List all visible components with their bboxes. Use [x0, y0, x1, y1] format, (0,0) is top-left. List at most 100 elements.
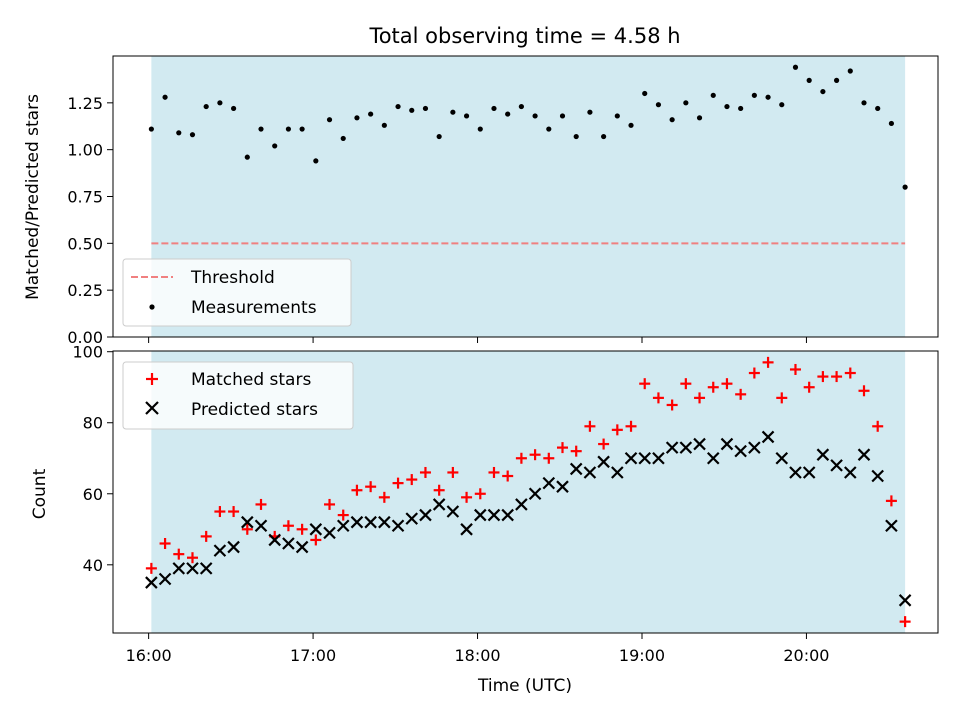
bottom-x-tick-label: 17:00 [290, 646, 336, 665]
measurement-point [820, 88, 826, 95]
bottom-panel: 40 60 80 100 16:00 17:00 18:00 19:00 20:00 Coun… [30, 343, 939, 696]
measurement-point [463, 113, 470, 119]
predicted-star-point [501, 508, 514, 522]
measurement-point [272, 143, 278, 149]
predicted-star-point [186, 562, 199, 575]
predicted-star-point [391, 519, 405, 533]
predicted-star-point [665, 441, 679, 454]
predicted-star-point [802, 466, 816, 479]
predicted-star-point [597, 455, 610, 469]
predicted-star-point [583, 466, 597, 479]
measurement-point [491, 105, 497, 112]
measurement-point [792, 64, 799, 70]
predicted-star-point [542, 476, 556, 490]
matched-star-point [447, 466, 459, 478]
predicted-star-point [816, 448, 830, 461]
measurements-legend-swatch [149, 304, 155, 310]
bottom-legend: Matched stars Predicted stars [122, 361, 354, 430]
matched-star-point [186, 552, 198, 564]
predicted-star-point [295, 540, 309, 554]
measurement-point [847, 68, 853, 74]
matched-star-point [488, 466, 500, 478]
matched-star-point [200, 530, 212, 542]
predicted-star-point [241, 515, 254, 529]
measurement-point [751, 92, 757, 98]
matched-star-point [324, 498, 336, 510]
measurement-point [176, 130, 182, 136]
predicted-star-point [432, 498, 446, 511]
predicted-star-point [638, 451, 652, 465]
matched-star-point [145, 562, 157, 574]
top-y-tick-label: 0.25 [67, 281, 103, 300]
predicted-star-point [761, 430, 775, 444]
predicted-star-point [720, 437, 734, 451]
matched-star-point [707, 381, 719, 393]
predicted-star-point [775, 451, 789, 465]
predicted-star-point [405, 512, 419, 525]
measurement-point [669, 117, 675, 123]
matched-star-point [885, 495, 897, 507]
matched-star-point [419, 466, 431, 478]
measurement-point [861, 100, 867, 106]
measurement-point [655, 102, 662, 108]
matched-star-point [515, 452, 527, 464]
measurement-point [902, 184, 908, 190]
measurement-point [450, 109, 456, 115]
bottom-x-axis-label: Time (UTC) [477, 676, 572, 696]
matched-star-point [817, 371, 829, 383]
top-y-axis: 0.00 0.25 0.50 0.75 1.00 1.25 [67, 94, 113, 347]
matched-legend-label: Matched stars [191, 370, 311, 390]
measurement-point [806, 77, 812, 83]
measurements-legend-label: Measurements [191, 298, 317, 318]
measurement-point [532, 113, 538, 119]
matched-star-point [255, 498, 267, 510]
measurement-point [422, 105, 429, 112]
predicted-star-point [528, 487, 542, 501]
threshold-legend-label: Threshold [190, 268, 275, 288]
predicted-star-point [227, 540, 240, 554]
measurement-point [395, 103, 401, 110]
predicted-star-point [624, 451, 638, 465]
bottom-x-tick-label: 18:00 [454, 646, 500, 665]
matched-star-point [502, 470, 514, 482]
predicted-star-point [323, 526, 336, 540]
measurement-point [628, 122, 634, 128]
top-measurement-points [148, 64, 908, 190]
measurement-point [833, 77, 840, 83]
matched-star-point [461, 491, 473, 503]
matched-star-point [214, 506, 226, 518]
measurement-point [875, 105, 881, 112]
bottom-y-axis-label: Count [30, 468, 50, 519]
matched-star-point [241, 523, 253, 535]
predicted-star-point [706, 451, 720, 465]
bottom-legend-box [122, 361, 354, 430]
matched-star-point [570, 445, 582, 457]
measurement-point [409, 107, 415, 113]
predicted-star-point [734, 444, 747, 458]
predicted-star-point [569, 462, 583, 476]
predicted-legend-label: Predicted stars [191, 400, 318, 420]
bottom-y-axis: 40 60 80 100 [72, 343, 113, 575]
predicted-star-point [885, 519, 898, 533]
matched-star-point [337, 509, 349, 521]
measurement-point [573, 133, 579, 140]
predicted-star-point [871, 469, 884, 483]
measurement-point [696, 115, 703, 121]
bottom-plot-frame [112, 350, 939, 634]
top-legend-box [122, 258, 352, 327]
top-x-ticks [148, 337, 807, 343]
measurement-point [368, 111, 374, 117]
bottom-count-points [145, 356, 912, 628]
top-y-tick-label: 1.25 [67, 94, 103, 113]
predicted-star-point [857, 448, 871, 461]
top-y-tick-label: 1.00 [67, 141, 103, 160]
matched-star-point [598, 438, 610, 450]
matched-star-point [557, 442, 569, 454]
matched-star-point [789, 363, 801, 375]
bottom-y-tick-label: 60 [83, 485, 103, 504]
measurement-point [258, 126, 264, 132]
top-y-axis-label: Matched/Predicted stars [23, 94, 43, 300]
top-chart-title: Total observing time = 4.58 h [368, 24, 680, 48]
matched-star-point [392, 477, 404, 489]
